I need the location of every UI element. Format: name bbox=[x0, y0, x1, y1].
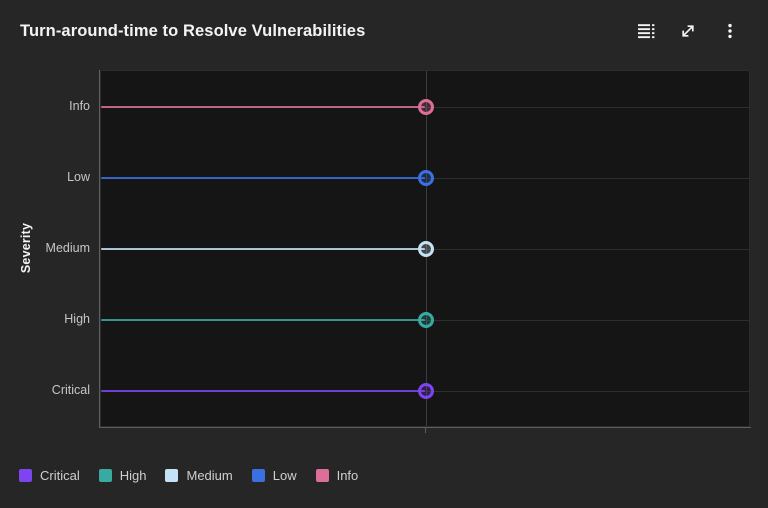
legend-swatch-high bbox=[98, 469, 112, 482]
datum-dot-low[interactable] bbox=[418, 170, 434, 186]
y-axis-label-critical: Critical bbox=[51, 383, 90, 397]
y-axis-labels: Info Low Medium High Critical bbox=[0, 70, 90, 427]
datum-line-high bbox=[101, 319, 425, 321]
chart-header: Turn-around-time to Resolve Vulnerabilit… bbox=[0, 0, 768, 62]
legend-swatch-medium bbox=[165, 469, 179, 482]
datum-line-critical bbox=[101, 390, 425, 392]
x-axis-line bbox=[99, 427, 751, 428]
legend-swatch-critical bbox=[19, 469, 32, 482]
maximize-button[interactable] bbox=[672, 15, 704, 47]
legend-label: Low bbox=[272, 468, 297, 483]
data-table-icon bbox=[637, 22, 656, 41]
y-axis-label-info: Info bbox=[69, 99, 90, 113]
legend-label: Critical bbox=[40, 468, 80, 483]
y-axis-label-medium: Medium bbox=[45, 241, 90, 255]
legend-item-medium[interactable]: Medium bbox=[165, 468, 233, 483]
y-axis-line bbox=[99, 70, 100, 428]
overflow-menu-button[interactable] bbox=[714, 15, 746, 47]
plot-area bbox=[100, 70, 750, 427]
datum-line-info bbox=[101, 106, 425, 108]
chart-region: Severity Info Low Medium High Critical bbox=[0, 62, 768, 446]
legend-label: High bbox=[119, 468, 147, 483]
datum-dot-critical[interactable] bbox=[418, 383, 434, 399]
legend-label: Medium bbox=[186, 468, 233, 483]
legend-item-info[interactable]: Info bbox=[315, 468, 359, 483]
datum-dot-info[interactable] bbox=[418, 99, 434, 115]
y-axis-label-low: Low bbox=[67, 170, 90, 184]
legend-label: Info bbox=[336, 468, 359, 483]
legend-item-critical[interactable]: Critical bbox=[19, 468, 80, 483]
datum-dot-high[interactable] bbox=[418, 312, 434, 328]
y-axis-label-high: High bbox=[64, 312, 90, 326]
legend-swatch-info bbox=[315, 469, 329, 482]
data-table-button[interactable] bbox=[630, 15, 662, 47]
legend-item-low[interactable]: Low bbox=[251, 468, 297, 483]
x-axis-tick bbox=[425, 428, 426, 433]
datum-line-low bbox=[101, 177, 425, 179]
legend-item-high[interactable]: High bbox=[98, 468, 147, 483]
legend: Critical High Medium Low Info bbox=[19, 468, 758, 483]
datum-dot-medium[interactable] bbox=[418, 241, 434, 257]
chart-title: Turn-around-time to Resolve Vulnerabilit… bbox=[20, 21, 366, 40]
overflow-menu-icon bbox=[721, 22, 739, 40]
legend-swatch-low bbox=[251, 469, 265, 482]
maximize-icon bbox=[679, 22, 697, 40]
datum-line-medium bbox=[101, 248, 425, 250]
chart-toolbar bbox=[630, 15, 746, 47]
